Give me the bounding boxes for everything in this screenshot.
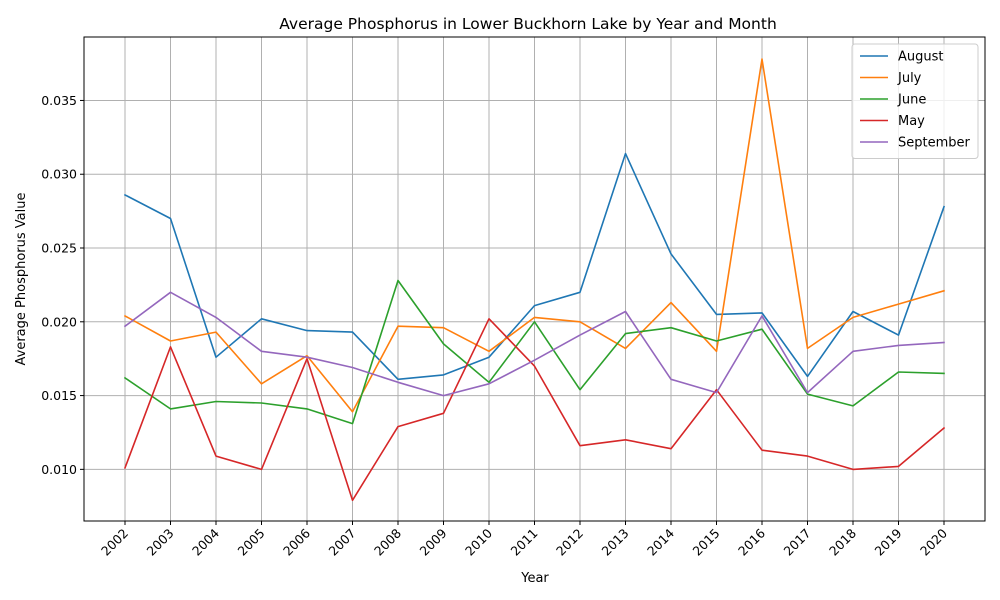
y-tick-label: 0.025 [41,241,77,256]
y-axis-ticks: 0.010 0.015 0.020 0.025 0.030 0.035 [41,93,84,477]
series-line-august [123,152,946,381]
x-axis-title: Year [520,571,549,586]
series-line-may [123,317,946,502]
y-tick-label: 0.035 [41,93,77,108]
plot-area: 2002 2003 2004 2005 2006 2007 2008 2009 2010 2011… [41,36,986,559]
legend-label-july: July [897,71,922,86]
legend-label-june: June [897,93,926,108]
legend-label-september: September [898,136,971,151]
y-tick-label: 0.010 [41,462,77,477]
grid-lines [84,37,985,521]
series-line-july [123,58,945,413]
y-tick-label: 0.030 [41,167,77,182]
series-line-september [123,291,945,397]
series-lines [123,58,946,502]
chart-title: Average Phosphorus in Lower Buckhorn Lak… [279,15,777,33]
legend-label-august: August [898,50,944,65]
legend-label-may: May [898,114,925,129]
legend-box [851,43,979,159]
y-axis-title: Average Phosphorus Value [14,193,29,366]
y-tick-label: 0.020 [41,314,77,329]
y-tick-label: 0.015 [41,388,77,403]
legend: August July June May September [851,43,979,159]
series-line-june [123,279,945,425]
